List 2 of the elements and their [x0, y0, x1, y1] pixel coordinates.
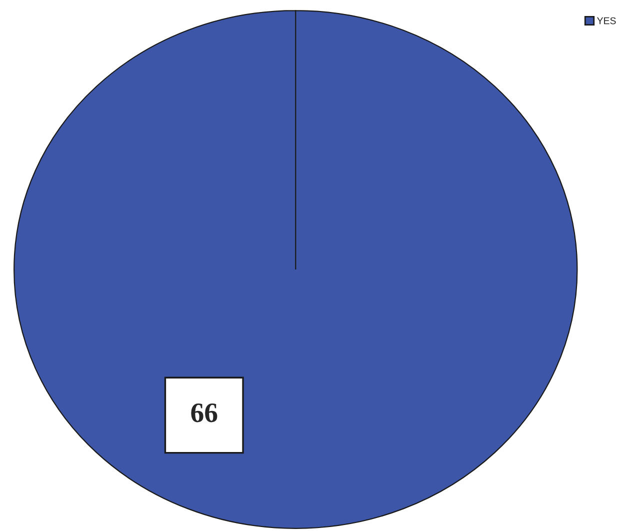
legend-label: YES — [597, 17, 616, 24]
data-label: 66 — [191, 404, 218, 422]
